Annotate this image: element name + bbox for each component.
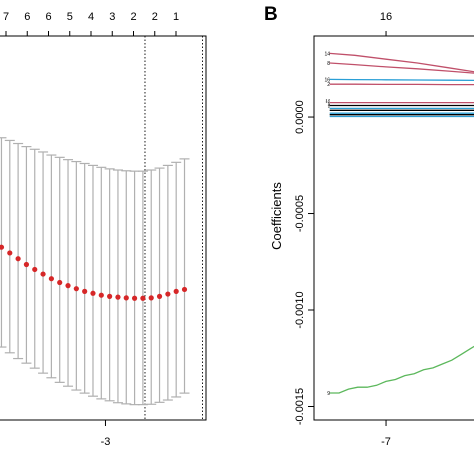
cv-error-point — [115, 294, 121, 300]
top-axis-label: 4 — [88, 11, 94, 23]
coefficient-label: 16 — [324, 77, 330, 83]
top-axis-label: 2 — [130, 11, 136, 23]
cv-error-point — [7, 250, 13, 256]
cv-error-point — [57, 279, 63, 286]
cv-error-point — [148, 295, 154, 301]
coefficient-label-stacked: 4 — [328, 102, 331, 107]
cv-error-point — [48, 276, 54, 282]
top-axis-label: 1 — [173, 11, 179, 23]
coefficient-label-stacked: 5 — [328, 101, 331, 106]
top-axis-label: 2 — [152, 11, 158, 23]
coefficient-path — [329, 52, 474, 73]
cv-error-point — [40, 271, 46, 277]
cv-error-point — [123, 295, 129, 301]
panel-letter: B — [264, 4, 278, 25]
top-axis-label: 5 — [67, 11, 73, 23]
cv-error-point — [165, 291, 171, 297]
plot-frame-a — [0, 35, 207, 421]
y-tick-label: 0.0000 — [294, 100, 306, 134]
y-tick-label: -0.0005 — [294, 195, 306, 232]
coefficient-path — [329, 62, 474, 74]
coefficient-label-stacked: 17 — [326, 98, 331, 103]
y-tick-label: -0.0015 — [294, 388, 306, 425]
cv-error-point — [181, 286, 188, 293]
y-axis-label: Coefficients — [269, 182, 284, 250]
coefficient-label: 14 — [324, 51, 330, 57]
cv-error-point — [140, 295, 146, 301]
coefficient-label-stacked: 12 — [326, 99, 331, 104]
y-tick-label: -0.0010 — [294, 291, 306, 328]
panel-a: 7 6 6 5 4 3 2 2 1 -3 — [0, 11, 207, 448]
cv-error-point — [131, 295, 138, 301]
top-axis-label: 7 — [3, 11, 9, 23]
top-axis-label: 3 — [109, 11, 115, 23]
top-axis-label: 6 — [45, 11, 51, 23]
cv-error-point — [107, 293, 113, 299]
coefficient-label: 2 — [327, 82, 330, 88]
x-tick-label: -3 — [101, 436, 111, 448]
cv-error-point — [65, 283, 71, 289]
cv-error-point — [82, 288, 88, 294]
coefficient-path — [329, 78, 474, 82]
cv-error-point — [98, 292, 104, 298]
cv-error-point — [156, 293, 163, 299]
coefficient-path — [329, 345, 474, 394]
cv-error-point — [23, 261, 30, 268]
panel-b: B148162917125410.0000-0.0005-0.0010-0.00… — [264, 4, 474, 448]
top-axis-label: 16 — [380, 11, 392, 23]
cv-error-point — [15, 256, 21, 262]
coefficient-label-stacked: 1 — [328, 104, 331, 109]
top-axis-label: 6 — [24, 11, 30, 23]
coefficient-label: 9 — [327, 391, 330, 397]
cv-error-point — [173, 288, 179, 294]
coefficient-paths — [329, 52, 474, 394]
coefficient-label: 8 — [327, 61, 330, 67]
cv-error-point — [73, 286, 79, 292]
cv-error-point — [32, 266, 38, 273]
cv-error-point — [90, 290, 96, 296]
x-tick-label: -7 — [381, 436, 391, 448]
cv-error-point — [0, 244, 5, 250]
plot-frame-b — [313, 35, 474, 421]
